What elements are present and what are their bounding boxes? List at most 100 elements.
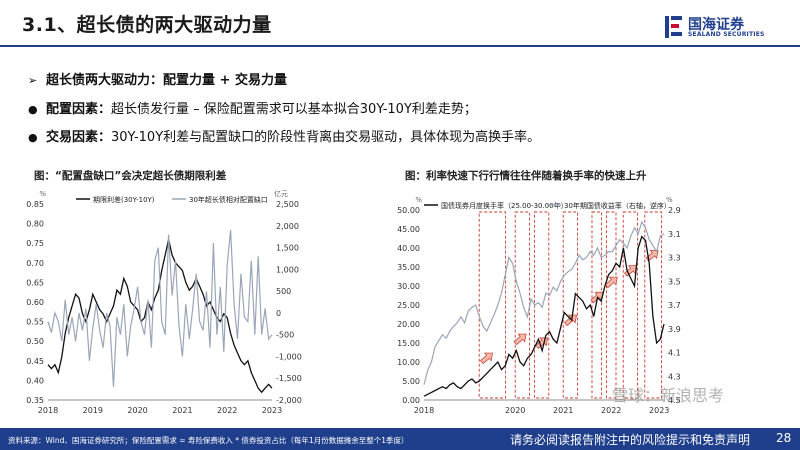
x-tick-label: 2020 bbox=[127, 406, 147, 415]
series-line-2 bbox=[47, 230, 273, 387]
y-left-tick-label: 0.45 bbox=[26, 357, 44, 366]
footer-disclaimer: 请务必阅读报告附注中的风险提示和免责声明 bbox=[510, 433, 751, 447]
y-left-tick-label: 0.85 bbox=[26, 200, 44, 209]
x-tick-label: 2020 bbox=[505, 406, 525, 415]
bullet-heading: 交易因素： bbox=[46, 130, 112, 145]
y-left-tick-label: 0.40 bbox=[26, 376, 44, 385]
highlight-box bbox=[514, 211, 531, 399]
y-right-tick-label: 2,500 bbox=[276, 200, 299, 209]
bullet-item: ➢ 超长债两大驱动力：配置力量 + 交易力量 bbox=[28, 69, 287, 88]
y-right-tick-label: 4.1 bbox=[668, 349, 681, 358]
bullet-text: 超长债发行量 – 保险配置需求可以基本拟合30Y-10Y利差走势； bbox=[111, 102, 477, 117]
x-tick-label: 2019 bbox=[83, 406, 103, 415]
x-tick-label: 2022 bbox=[217, 406, 237, 415]
bullet-item: ● 交易因素：30Y-10Y利差与配置缺口的阶段性背离由交易驱动，具体体现为高换手… bbox=[28, 126, 540, 145]
y-left-tick-label: 25.00 bbox=[397, 301, 420, 310]
y-right-tick-label: -2,000 bbox=[276, 396, 302, 405]
y-right-tick-label: 1,000 bbox=[276, 265, 299, 274]
x-tick-label: 2022 bbox=[601, 406, 621, 415]
y-left-tick-label: 0.50 bbox=[26, 337, 44, 346]
footer-bar bbox=[0, 428, 800, 450]
y-left-tick-label: 0.75 bbox=[26, 239, 44, 248]
arrow-shape bbox=[513, 333, 527, 346]
x-tick-label: 2018 bbox=[38, 406, 58, 415]
y-left-tick-label: 0.60 bbox=[26, 298, 44, 307]
title-divider bbox=[0, 45, 800, 47]
y-right-tick-label: 1,500 bbox=[276, 244, 299, 253]
highlight-box bbox=[622, 211, 639, 399]
bullet-item: ● 配置因素：超长债发行量 – 保险配置需求可以基本拟合30Y-10Y利差走势； bbox=[28, 98, 477, 117]
y-left-tick-label: 0.00 bbox=[402, 396, 420, 405]
arrow-shape bbox=[564, 314, 577, 327]
y-right-tick-label: 2,000 bbox=[276, 222, 299, 231]
left-chart-caption: 图：“配置盘缺口”会决定超长债期限利差 bbox=[34, 170, 227, 182]
y-left-tick-label: 35.00 bbox=[397, 263, 420, 272]
arrow-icon bbox=[645, 250, 659, 262]
y-left-tick-label: 10.00 bbox=[397, 358, 420, 367]
bullet-heading: 配置因素： bbox=[46, 102, 112, 117]
page-number: 28 bbox=[776, 431, 792, 445]
y-left-unit: % bbox=[415, 196, 422, 204]
highlight-box bbox=[644, 211, 663, 399]
y-right-tick-label: -1,500 bbox=[276, 374, 302, 383]
y-left-tick-label: 0.65 bbox=[26, 278, 44, 287]
bullet-text: 30Y-10Y利差与配置缺口的阶段性背离由交易驱动，具体体现为高换手率。 bbox=[111, 130, 541, 145]
arrow-shape bbox=[645, 250, 659, 262]
highlight-box bbox=[605, 211, 617, 399]
x-tick-label: 2021 bbox=[172, 406, 192, 415]
legend-label: 国债现券月度换手率（25.00-30.00年） bbox=[441, 201, 568, 210]
y-right-unit: % bbox=[666, 196, 673, 204]
y-left-unit: % bbox=[39, 190, 46, 198]
y-right-tick-label: 4.3 bbox=[668, 372, 681, 381]
arrow-icon bbox=[604, 276, 618, 289]
dot-bullet-icon: ● bbox=[28, 131, 38, 144]
y-left-tick-label: 0.55 bbox=[26, 318, 44, 327]
y-right-tick-label: 3.3 bbox=[668, 254, 681, 263]
x-tick-label: 2023 bbox=[262, 406, 282, 415]
y-right-tick-label: -500 bbox=[276, 331, 294, 340]
y-left-tick-label: 50.00 bbox=[397, 206, 420, 215]
y-right-tick-label: 3.1 bbox=[668, 230, 681, 239]
left-chart: 0.85 0.80 0.75 0.70 0.65 0.60 0.55 0.50 0.45 0.40… bbox=[26, 189, 302, 415]
y-right-tick-label: -1,000 bbox=[276, 352, 302, 361]
dot-bullet-icon: ● bbox=[28, 103, 38, 116]
y-left-tick-label: 20.00 bbox=[397, 320, 420, 329]
y-right-tick-label: 2.9 bbox=[668, 206, 681, 215]
highlight-box bbox=[591, 211, 603, 399]
arrow-shape bbox=[604, 276, 618, 289]
sealand-logo-icon bbox=[665, 16, 682, 38]
x-tick-label: 2021 bbox=[553, 406, 573, 415]
y-left-tick-label: 0.70 bbox=[26, 259, 44, 268]
highlight-box bbox=[478, 211, 507, 399]
bullet-heading: 超长债两大驱动力：配置力量 + 交易力量 bbox=[46, 73, 287, 88]
logo-text-en: SEALAND SECURITIES bbox=[688, 31, 765, 38]
y-right-tick-label: 4.5 bbox=[668, 396, 681, 405]
arrow-icon bbox=[564, 314, 577, 327]
y-left-tick-label: 0.80 bbox=[26, 220, 44, 229]
footer-source: 资料来源：Wind、国海证券研究所；保险配置需求 = 寿险保费收入 * 债券投资… bbox=[8, 436, 409, 445]
y-right-unit: 亿元 bbox=[274, 189, 288, 198]
right-chart: 50.00 45.00 40.00 35.00 30.00 25.00 20.00 15.00… bbox=[397, 196, 681, 415]
y-right-tick-label: 3.5 bbox=[668, 277, 681, 286]
y-left-tick-label: 45.00 bbox=[397, 225, 420, 234]
legend-label: 期限利差(30Y-10Y) bbox=[93, 195, 155, 204]
y-right-tick-label: 500 bbox=[276, 287, 291, 296]
watermark: 雪球：新浪思考 bbox=[612, 386, 725, 405]
y-left-tick-label: 0.35 bbox=[26, 396, 44, 405]
highlight-box bbox=[562, 211, 579, 399]
y-right-tick-label: 3.9 bbox=[668, 325, 681, 334]
arrow-icon bbox=[513, 333, 527, 346]
series-line-1 bbox=[423, 235, 665, 397]
y-left-tick-label: 30.00 bbox=[397, 282, 420, 291]
page-title: 3.1、超长债的两大驱动力量 bbox=[22, 14, 272, 36]
legend-label: 30年期国债收益率（右轴，逆序） bbox=[564, 201, 671, 210]
right-chart-caption: 图：利率快速下行行情往往伴随着换手率的快速上升 bbox=[405, 170, 647, 182]
x-tick-label: 2023 bbox=[649, 406, 669, 415]
series-line-2 bbox=[423, 220, 665, 385]
y-right-tick-label: 3.7 bbox=[668, 301, 681, 310]
x-tick-label: 2018 bbox=[414, 406, 434, 415]
y-right-tick-label: 0 bbox=[276, 309, 281, 318]
highlight-box bbox=[533, 211, 550, 399]
arrow-icon bbox=[480, 352, 493, 365]
y-left-tick-label: 40.00 bbox=[397, 244, 420, 253]
